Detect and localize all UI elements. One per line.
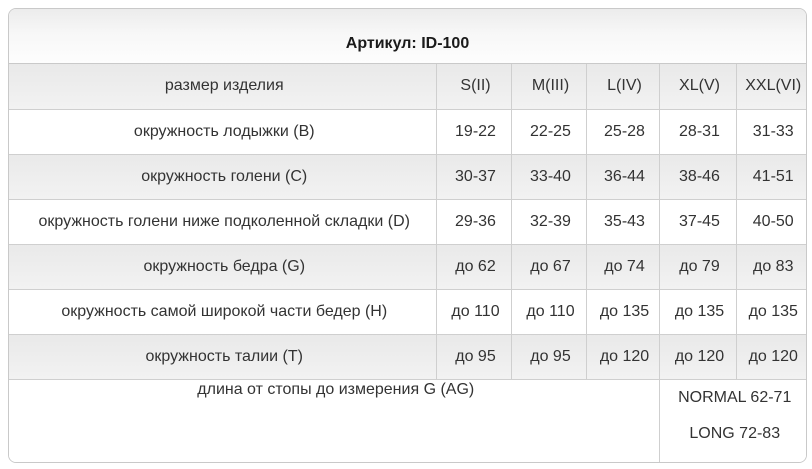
row-value-cell-2: 35-43 xyxy=(585,198,659,244)
size-chart-card: Артикул: ID-100 размер изделия S(II) M(III… xyxy=(8,8,807,463)
row-value-cell-0: до 95 xyxy=(435,333,511,379)
row-label-cell: окружность голени ниже подколенной склад… xyxy=(9,198,436,244)
row-value-cell-2: 36-44 xyxy=(585,153,659,199)
row-value-cell-0: до 62 xyxy=(435,243,511,289)
row-label-cell: окружность бедра (G) xyxy=(9,243,436,289)
row-value-cell-3: 37-45 xyxy=(658,198,736,244)
row-label-cell: окружность самой широкой части бедер (H) xyxy=(9,288,436,334)
row-label-cell: окружность голени (C) xyxy=(9,153,436,199)
article-title: Артикул: ID-100 xyxy=(9,9,806,64)
row-value-cell-4: до 83 xyxy=(735,243,806,289)
header-label-cell: размер изделия xyxy=(164,77,284,95)
row-label-cell: окружность талии (T) xyxy=(9,333,436,379)
row-value-cell-2: до 74 xyxy=(585,243,659,289)
table-row-length: длина от стопы до измерения G (AG) NORMA… xyxy=(9,378,806,462)
header-size-cell-1: M(III) xyxy=(510,64,586,109)
size-header-row: размер изделия S(II) M(III) L(IV) XL(V) XXL(V… xyxy=(9,64,806,109)
row-value-cell-4: до 120 xyxy=(735,333,806,379)
row-value-cell-2: до 135 xyxy=(585,288,659,334)
table-row: окружность бедра (G) до 62 до 67 до 74 до 79… xyxy=(9,243,806,289)
footer-value-long: LONG 72-83 xyxy=(689,424,781,442)
row-value-cell-0: 29-36 xyxy=(435,198,511,244)
row-value-cell-3: до 120 xyxy=(658,333,736,379)
size-table: размер изделия S(II) M(III) L(IV) XL(V) XXL(V… xyxy=(9,64,806,462)
table-row: окружность самой широкой части бедер (H)… xyxy=(9,288,806,334)
row-value-cell-0: до 110 xyxy=(435,288,511,334)
row-value-cell-1: 33-40 xyxy=(510,153,586,199)
header-size-cell-0: S(II) xyxy=(435,64,511,109)
row-value-cell-3: до 135 xyxy=(658,288,736,334)
row-value-cell-3: 28-31 xyxy=(658,108,736,154)
header-size-cell-4: XXL(VI) xyxy=(735,64,806,109)
header-size-cell-2: L(IV) xyxy=(585,64,659,109)
row-value-cell-0: 19-22 xyxy=(435,108,511,154)
row-value-cell-0: 30-37 xyxy=(435,153,511,199)
row-value-cell-4: 31-33 xyxy=(735,108,806,154)
row-label-cell: окружность лодыжки (B) xyxy=(9,108,436,154)
footer-label-cell: длина от стопы до измерения G (AG) xyxy=(9,378,659,462)
table-row: окружность лодыжки (B) 19-22 22-25 25-28 28-… xyxy=(9,108,806,154)
row-value-cell-3: до 79 xyxy=(658,243,736,289)
row-value-cell-2: 25-28 xyxy=(585,108,659,154)
table-row: окружность голени (C) 30-37 33-40 36-44 38-4… xyxy=(9,153,806,199)
row-value-cell-1: до 67 xyxy=(510,243,586,289)
row-value-cell-2: до 120 xyxy=(585,333,659,379)
table-row: окружность талии (T) до 95 до 95 до 120 до 1… xyxy=(9,333,806,379)
header-size-cell-3: XL(V) xyxy=(658,64,736,109)
row-value-cell-1: 32-39 xyxy=(510,198,586,244)
row-value-cell-4: 40-50 xyxy=(735,198,806,244)
row-value-cell-4: 41-51 xyxy=(735,153,806,199)
row-value-cell-1: до 110 xyxy=(510,288,586,334)
footer-value-normal: NORMAL 62-71 xyxy=(678,388,792,406)
table-row: окружность голени ниже подколенной склад… xyxy=(9,198,806,244)
row-value-cell-3: 38-46 xyxy=(658,153,736,199)
row-value-cell-1: 22-25 xyxy=(510,108,586,154)
row-value-cell-4: до 135 xyxy=(735,288,806,334)
footer-values-cell: NORMAL 62-71 LONG 72-83 xyxy=(658,378,806,462)
row-value-cell-1: до 95 xyxy=(510,333,586,379)
